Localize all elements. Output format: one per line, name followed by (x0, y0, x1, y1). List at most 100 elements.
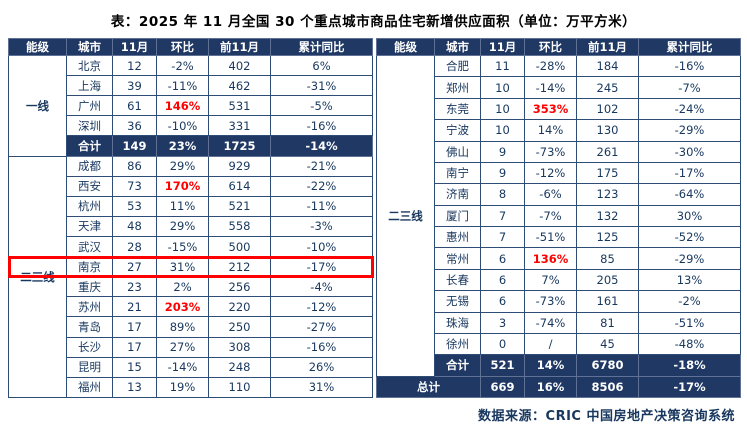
prev11-value-cell: 81 (576, 311, 639, 334)
city-cell: 惠州 (434, 225, 481, 249)
mom-value-cell: -2% (156, 54, 209, 77)
mom-value-cell: 29% (156, 155, 209, 177)
yoy-value-cell: -11% (270, 195, 373, 217)
mom-value-cell: 29% (156, 215, 209, 237)
nov-value-cell: 6 (480, 290, 525, 313)
yoy-value-cell: -64% (638, 183, 741, 206)
prev11-value-cell: 8506 (576, 375, 639, 399)
subtotal-row: 合计 149 23% 1725 -14% (9, 135, 373, 157)
nov-value-cell: 10 (480, 119, 525, 142)
table-row: 杭州 53 11% 521 -11% (9, 195, 373, 217)
prev11-value-cell: 6780 (576, 354, 639, 377)
yoy-value-cell: -10% (270, 235, 373, 258)
nov-value-cell: 73 (112, 175, 157, 197)
nov-value-cell: 669 (480, 375, 525, 399)
city-cell: 南京 (66, 256, 113, 278)
prev11-value-cell: 531 (208, 95, 271, 117)
nov-value-cell: 7 (480, 225, 525, 249)
city-cell: 常州 (434, 247, 481, 270)
nov-value-cell: 48 (112, 215, 157, 237)
left-table-header: 能级 城市 11月 环比 前11月 累计同比 (8, 38, 373, 56)
tables-container: 能级 城市 11月 环比 前11月 累计同比 一线 北京 12 -2% 402 6% 上海 39 -11%… (7, 38, 741, 399)
prev11-value-cell: 521 (208, 195, 271, 217)
nov-value-cell: 61 (112, 95, 157, 117)
city-cell: 成都 (66, 155, 113, 177)
grand-total-row: 总计 669 16% 8506 -17% (376, 375, 741, 399)
city-cell: 昆明 (66, 356, 113, 378)
prev11-value-cell: 125 (576, 225, 639, 249)
city-cell: 长春 (434, 268, 481, 292)
mom-value-cell: -15% (156, 235, 209, 258)
city-cell: 杭州 (66, 195, 113, 217)
mom-value-cell: 136% (524, 247, 577, 270)
prev11-value-cell: 331 (208, 115, 271, 137)
table-row: 上海 39 -11% 462 -31% (9, 75, 373, 97)
nov-value-cell: 53 (112, 195, 157, 217)
mom-value-cell: -51% (524, 225, 577, 249)
mom-value-cell: 19% (156, 376, 209, 399)
city-cell: 无锡 (434, 290, 481, 313)
right-table-header: 能级 城市 11月 环比 前11月 累计同比 (376, 38, 741, 56)
mom-value-cell: 14% (524, 119, 577, 142)
prev11-value-cell: 250 (208, 316, 271, 338)
mom-value-cell: -12% (524, 161, 577, 185)
city-cell: 厦门 (434, 204, 481, 228)
prev11-value-cell: 132 (576, 204, 639, 228)
mom-value-cell: 7% (524, 268, 577, 292)
column-header: 环比 (524, 38, 577, 56)
prev11-value-cell: 558 (208, 215, 271, 237)
prev11-value-cell: 212 (208, 256, 271, 278)
prev11-value-cell: 929 (208, 155, 271, 177)
table-row: 宁波 10 14% 130 -29% (377, 119, 741, 142)
nov-value-cell: 3 (480, 311, 525, 334)
mom-value-cell: 146% (156, 95, 209, 117)
prev11-value-cell: 102 (576, 97, 639, 121)
yoy-value-cell: -21% (270, 155, 373, 177)
city-cell: 佛山 (434, 140, 481, 163)
prev11-value-cell: 220 (208, 296, 271, 318)
table-row: 二三线 成都 86 29% 929 -21% (8, 155, 373, 399)
table-row: 深圳 36 -10% 331 -16% (9, 115, 373, 137)
city-cell: 南宁 (434, 161, 481, 185)
mom-value-cell: -6% (524, 183, 577, 206)
prev11-value-cell: 402 (208, 54, 271, 77)
nov-value-cell: 7 (480, 204, 525, 228)
nov-value-cell: 12 (112, 54, 157, 77)
mom-value-cell: 31% (156, 256, 209, 278)
prev11-value-cell: 500 (208, 235, 271, 258)
table-row: 福州 13 19% 110 31% (9, 376, 373, 399)
mom-value-cell: 23% (156, 135, 209, 157)
city-cell: 青岛 (66, 316, 113, 338)
column-header: 前11月 (576, 38, 639, 56)
mom-value-cell: 89% (156, 316, 209, 338)
nov-value-cell: 86 (112, 155, 157, 177)
yoy-value-cell: -48% (638, 332, 741, 356)
mom-value-cell: -7% (524, 204, 577, 228)
prev11-value-cell: 245 (576, 76, 639, 99)
yoy-value-cell: 6% (270, 54, 373, 77)
mom-value-cell: 16% (524, 375, 577, 399)
table-row: 南宁 9 -12% 175 -17% (377, 161, 741, 185)
table-row: 佛山 9 -73% 261 -30% (377, 140, 741, 163)
prev11-value-cell: 184 (576, 54, 639, 78)
nov-value-cell: 27 (112, 256, 157, 278)
prev11-value-cell: 110 (208, 376, 271, 399)
column-header: 11月 (480, 38, 525, 56)
column-header: 城市 (66, 38, 113, 56)
yoy-value-cell: -30% (638, 140, 741, 163)
mom-value-cell: -14% (524, 76, 577, 99)
table-row: 珠海 3 -74% 81 -51% (377, 311, 741, 334)
mom-value-cell: / (524, 332, 577, 356)
nov-value-cell: 11 (480, 54, 525, 78)
table-row: 二三线 合肥 11 -28% 184 -16% (376, 54, 741, 377)
column-header: 累计同比 (638, 38, 741, 56)
yoy-value-cell: -29% (638, 119, 741, 142)
table-row: 郑州 10 -14% 245 -7% (377, 76, 741, 99)
right-table: 能级 城市 11月 环比 前11月 累计同比 二三线 合肥 11 -28% 184 -16% 郑州 10… (376, 38, 741, 399)
city-cell: 武汉 (66, 235, 113, 258)
yoy-value-cell: -2% (638, 290, 741, 313)
mom-value-cell: -73% (524, 140, 577, 163)
city-cell: 重庆 (66, 276, 113, 298)
nov-value-cell: 36 (112, 115, 157, 137)
nov-value-cell: 21 (112, 296, 157, 318)
